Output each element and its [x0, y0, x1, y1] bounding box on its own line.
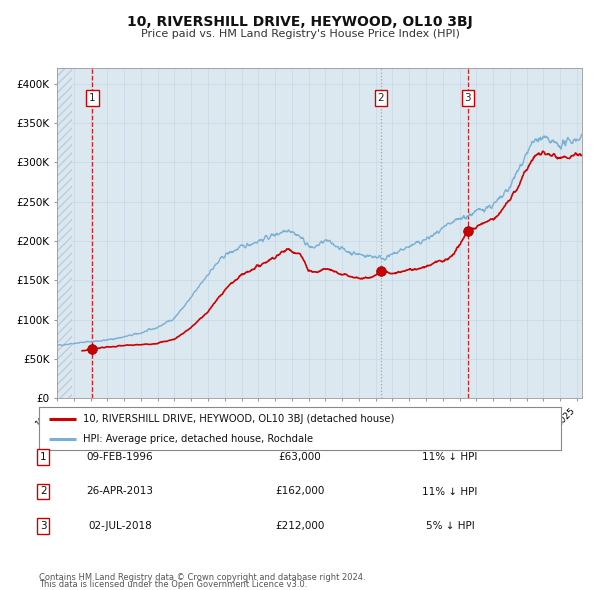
Text: 2: 2	[378, 93, 385, 103]
Text: £212,000: £212,000	[275, 521, 325, 530]
Text: 26-APR-2013: 26-APR-2013	[86, 487, 154, 496]
Text: 1: 1	[40, 453, 47, 462]
Text: £162,000: £162,000	[275, 487, 325, 496]
Text: 09-FEB-1996: 09-FEB-1996	[86, 453, 154, 462]
Text: Price paid vs. HM Land Registry's House Price Index (HPI): Price paid vs. HM Land Registry's House …	[140, 30, 460, 39]
Bar	[57, 68, 73, 398]
Text: 1: 1	[89, 93, 96, 103]
Text: 11% ↓ HPI: 11% ↓ HPI	[422, 487, 478, 496]
Text: £63,000: £63,000	[278, 453, 322, 462]
Text: 11% ↓ HPI: 11% ↓ HPI	[422, 453, 478, 462]
Text: HPI: Average price, detached house, Rochdale: HPI: Average price, detached house, Roch…	[83, 434, 313, 444]
Text: 2: 2	[40, 487, 47, 496]
Text: 02-JUL-2018: 02-JUL-2018	[88, 521, 152, 530]
Text: This data is licensed under the Open Government Licence v3.0.: This data is licensed under the Open Gov…	[39, 579, 307, 589]
Text: 3: 3	[40, 521, 47, 530]
Text: 10, RIVERSHILL DRIVE, HEYWOOD, OL10 3BJ (detached house): 10, RIVERSHILL DRIVE, HEYWOOD, OL10 3BJ …	[83, 414, 395, 424]
Text: 10, RIVERSHILL DRIVE, HEYWOOD, OL10 3BJ: 10, RIVERSHILL DRIVE, HEYWOOD, OL10 3BJ	[127, 15, 473, 29]
Text: 3: 3	[464, 93, 471, 103]
Text: Contains HM Land Registry data © Crown copyright and database right 2024.: Contains HM Land Registry data © Crown c…	[39, 572, 365, 582]
Text: 5% ↓ HPI: 5% ↓ HPI	[425, 521, 475, 530]
